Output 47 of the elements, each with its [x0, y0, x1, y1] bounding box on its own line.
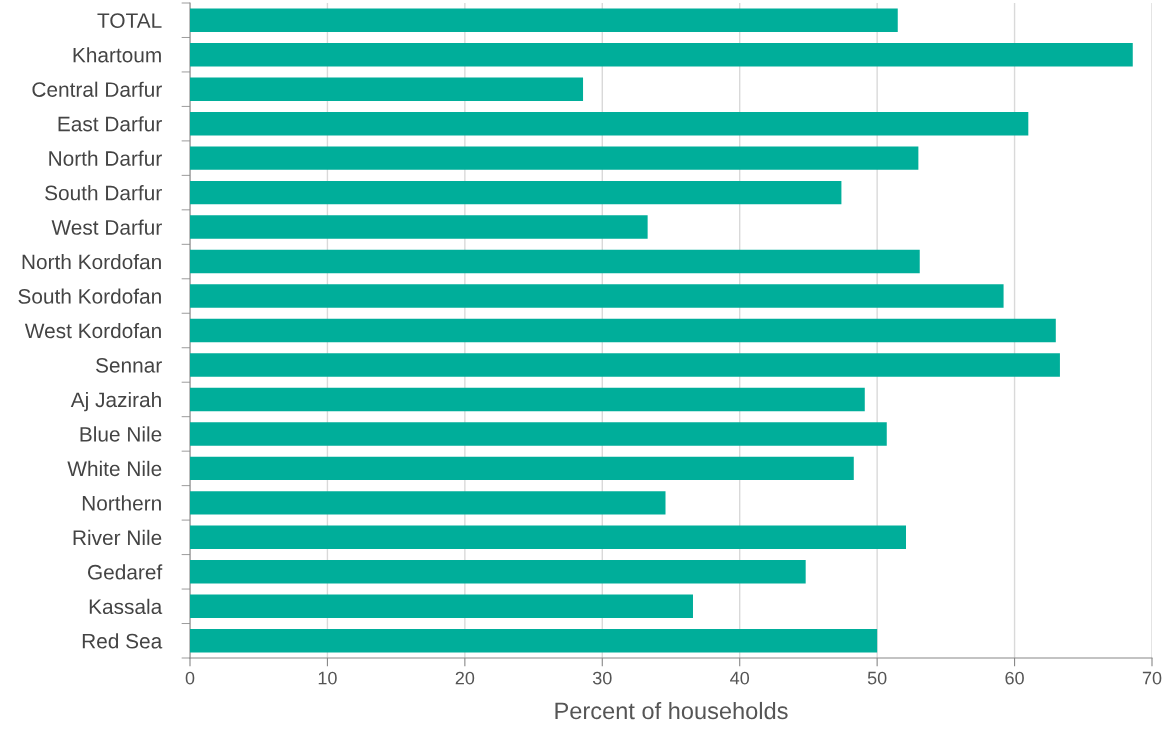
y-tick-label: East Darfur — [58, 116, 162, 132]
y-tick-label: West Kordofan — [24, 322, 161, 339]
x-tick-label: 70 — [1142, 671, 1162, 685]
bar — [190, 8, 898, 32]
x-tick-label: 20 — [455, 671, 475, 685]
y-tick-label: Red Sea — [82, 633, 163, 649]
bar — [190, 284, 1004, 308]
bar — [190, 249, 920, 274]
x-tick-label: 40 — [730, 671, 750, 685]
x-axis-title: Percent of households — [555, 701, 788, 720]
bar — [190, 180, 842, 205]
bar — [190, 318, 1056, 343]
y-tick-label: Kassala — [89, 598, 163, 615]
y-tick-label: Northern — [82, 495, 161, 511]
bar — [190, 387, 865, 412]
y-tick-label: Blue Nile — [80, 426, 162, 442]
y-tick-label: North Darfur — [49, 150, 162, 166]
bar — [190, 353, 1060, 377]
bar — [190, 146, 919, 170]
x-tick-label: 50 — [867, 671, 887, 685]
bar — [190, 629, 878, 653]
bar — [190, 456, 854, 481]
y-tick-label: South Kordofan — [18, 288, 161, 304]
bar — [190, 422, 887, 446]
y-tick-label: TOTAL — [97, 13, 162, 28]
bar — [190, 111, 1029, 136]
bar — [190, 594, 693, 619]
bar — [190, 42, 1133, 67]
y-tick-label: West Darfur — [51, 219, 162, 235]
y-tick-label: Sennar — [96, 357, 162, 373]
x-tick-label: 60 — [1005, 671, 1024, 685]
x-tick-label: 10 — [318, 671, 337, 685]
y-tick-label: River Nile — [73, 529, 162, 546]
x-tick-label: 0 — [185, 671, 195, 685]
y-tick-label: Aj Jazirah — [70, 391, 161, 412]
bar — [190, 560, 806, 584]
y-tick-label: White Nile — [67, 460, 162, 477]
bar — [190, 525, 906, 550]
y-tick-label: Gedaref — [88, 564, 163, 580]
y-tick-label: South Darfur — [45, 185, 162, 201]
bar — [190, 77, 584, 101]
y-tick-label: Khartoum — [73, 47, 161, 63]
x-tick-label: 30 — [592, 671, 612, 685]
y-tick-label: North Kordofan — [22, 254, 161, 270]
bar — [190, 491, 666, 515]
y-tick-label: Central Darfur — [32, 81, 162, 97]
bar — [190, 215, 648, 239]
